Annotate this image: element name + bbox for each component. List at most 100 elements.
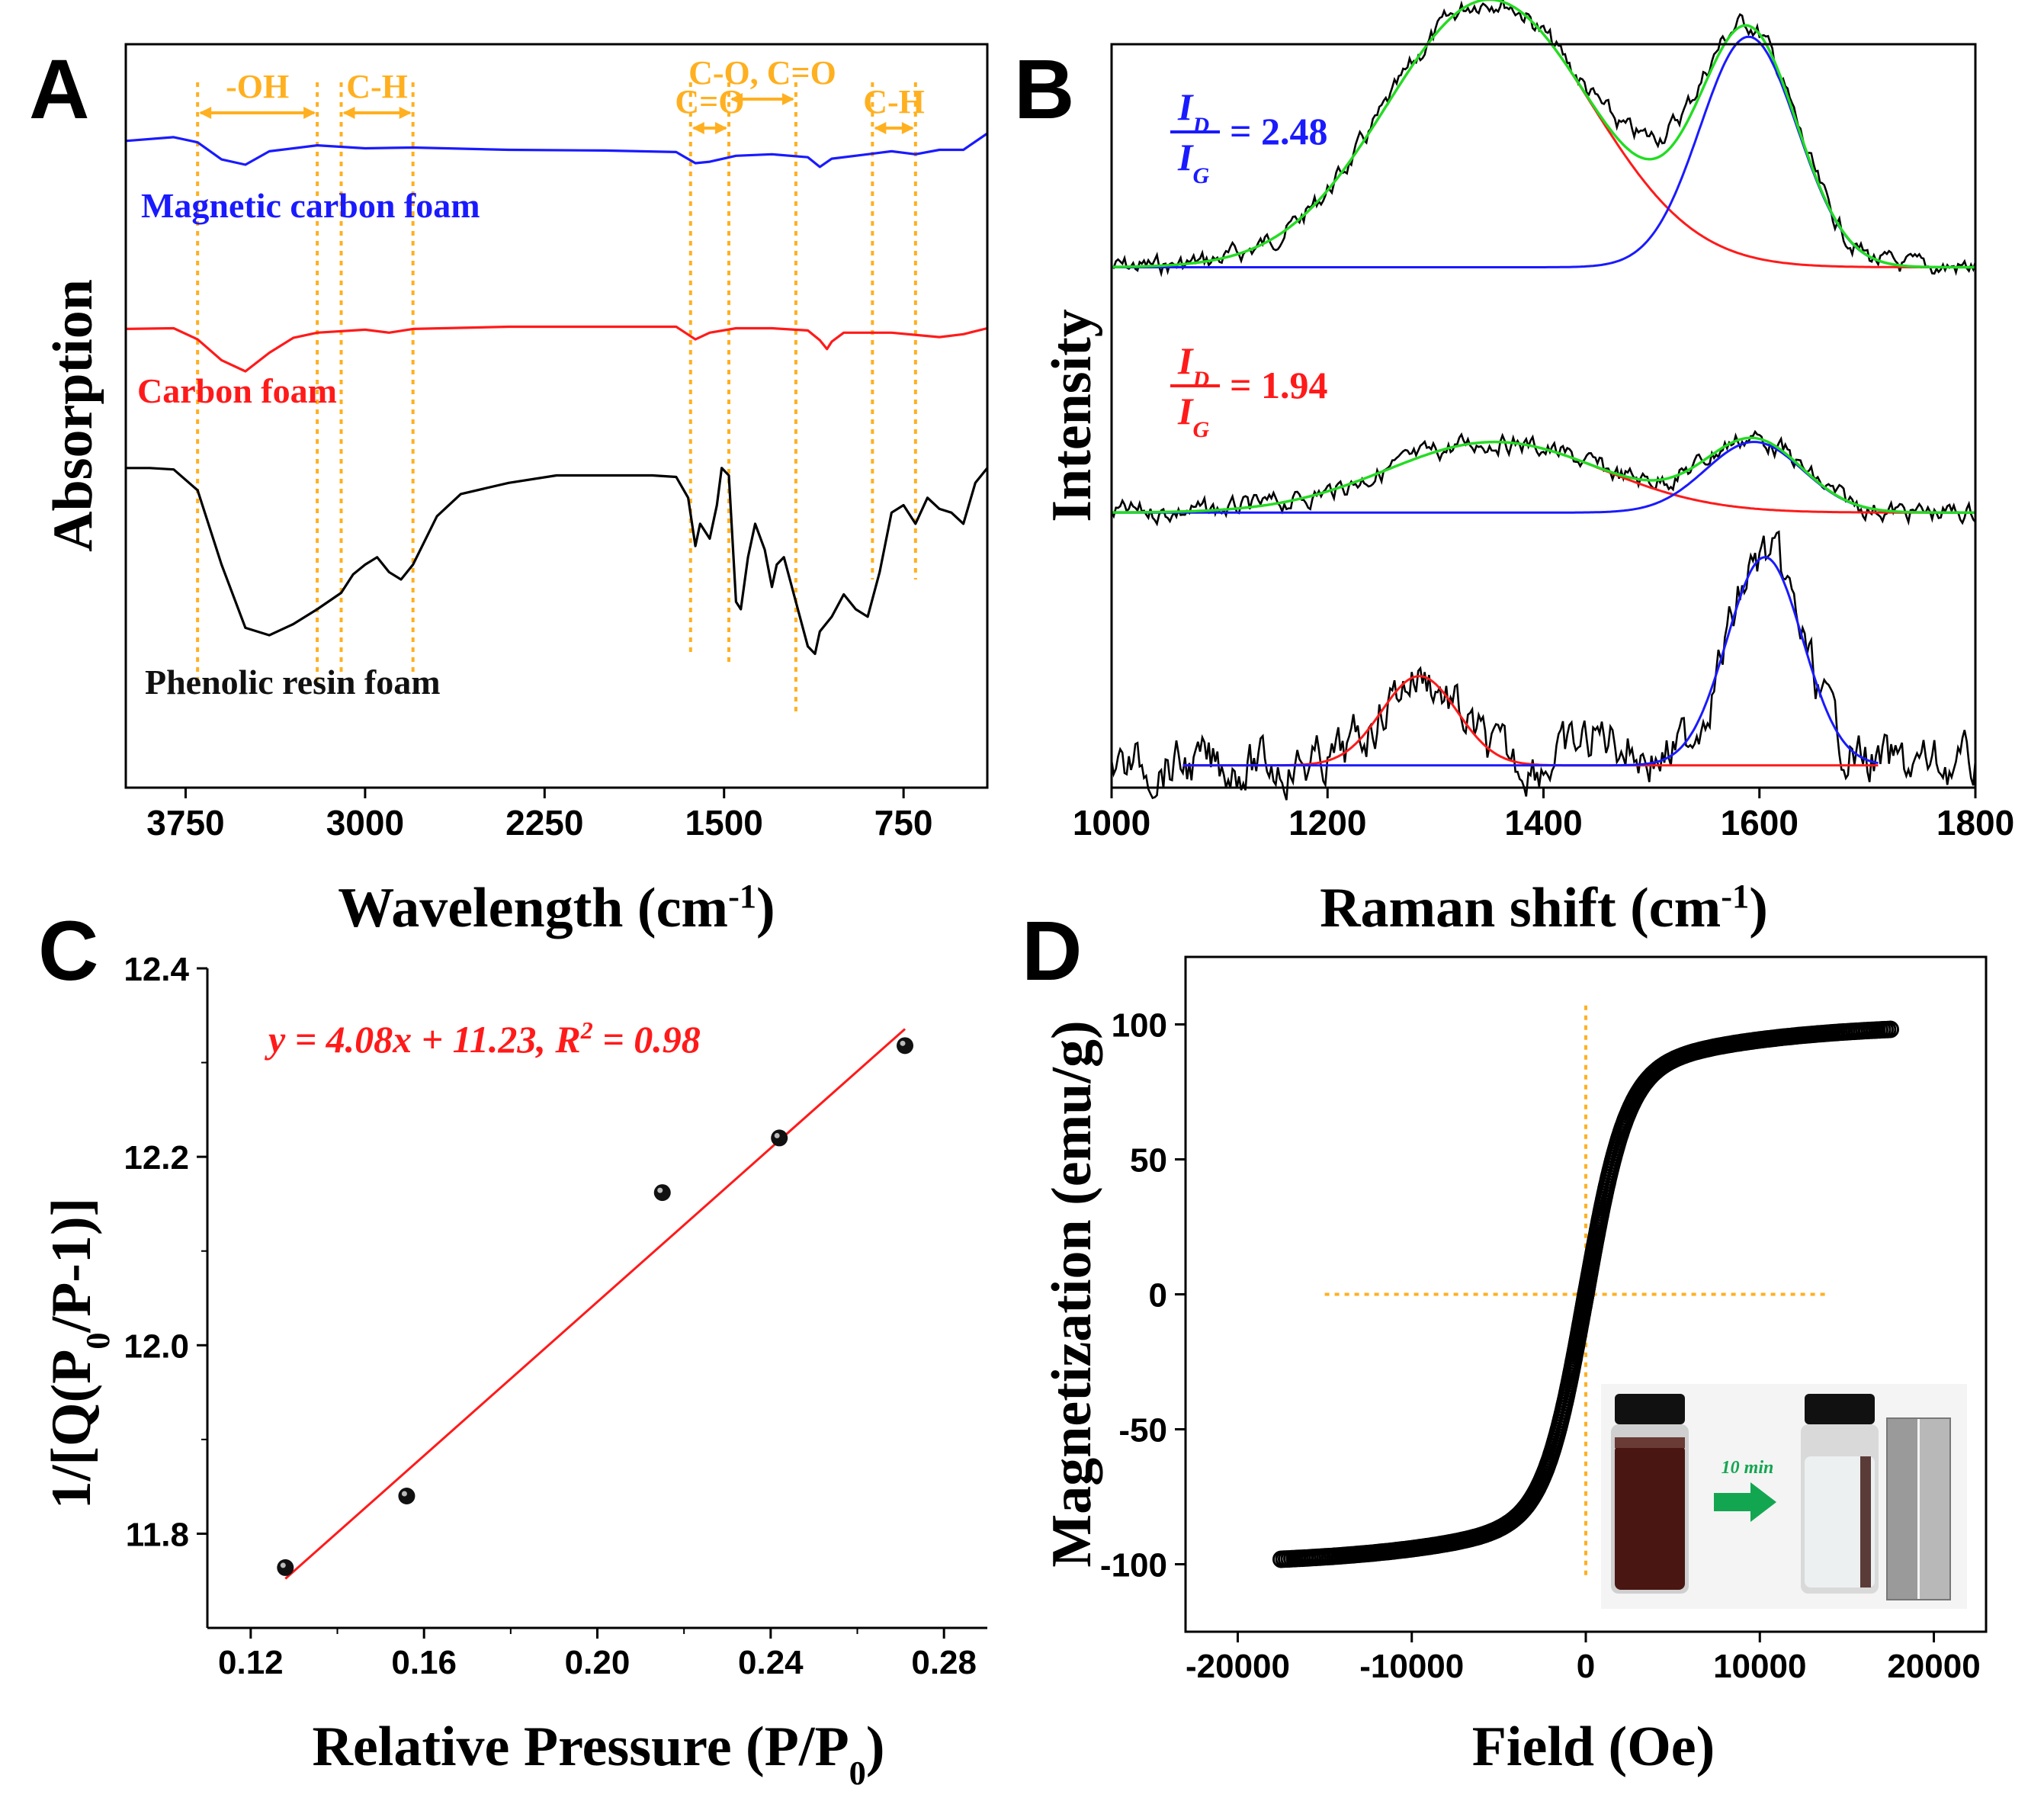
b-g-band-fit-2 xyxy=(1182,556,1879,767)
c-fit-equation: y = 4.08x + 11.23, R2 = 0.98 xyxy=(265,1016,701,1061)
a-series xyxy=(125,132,989,656)
b-x-tick-label: 1000 xyxy=(1073,803,1150,843)
label-part: Relative Pressure (P/ xyxy=(312,1716,815,1778)
a-annotation-label: C-H xyxy=(346,68,408,105)
ratio-sub: G xyxy=(1192,417,1209,442)
d-x-tick-label: -10000 xyxy=(1359,1648,1464,1685)
label-part: 0 xyxy=(849,1754,866,1792)
c-data-point xyxy=(653,1184,671,1202)
ratio-sub: D xyxy=(1192,367,1209,392)
label-part: -1 xyxy=(728,877,756,915)
a-plot-frame xyxy=(124,43,989,789)
label-part: /P-1)] xyxy=(40,1198,103,1334)
a-annotation-arrowhead xyxy=(901,122,914,134)
ratio-i: I xyxy=(1177,85,1194,128)
b-ratio-numerator: ID xyxy=(1177,85,1209,138)
panel-d: D -20000 -10000 0 10000 20000 -100 -50 0 50 100 1… xyxy=(1022,904,1988,1778)
panel-letter-d: D xyxy=(1022,904,1082,998)
a-annotation-arrowhead xyxy=(781,93,794,105)
ratio-i: I xyxy=(1177,339,1194,382)
b-ratio-denominator: IG xyxy=(1177,390,1209,442)
b-raw-spectrum-1 xyxy=(1110,429,1976,527)
d-x-tick-label: 20000 xyxy=(1887,1648,1980,1685)
vial-separated-icon xyxy=(1801,1394,1879,1594)
a-label-carbon-foam: Carbon foam xyxy=(137,371,337,410)
d-data-point xyxy=(1882,1020,1899,1039)
a-x-ticks: 3750 3000 2250 1500 750 xyxy=(146,788,933,843)
a-annotation-arrowhead xyxy=(730,93,743,105)
c-axes: 0.12 0.16 0.20 0.24 0.28 11.8 12.0 12.2 12.4 xyxy=(124,951,987,1681)
a-annotation-label: C-H xyxy=(863,83,925,120)
c-x-tick-label: 0.12 xyxy=(218,1644,284,1681)
ratio-sub: D xyxy=(1192,113,1209,138)
label-part: ) xyxy=(866,1716,885,1778)
b-d-band-fit-2 xyxy=(1182,675,1879,767)
a-annotation-label: C=O xyxy=(675,83,744,120)
d-y-tick-label: 50 xyxy=(1130,1142,1167,1180)
b-raw-spectrum-2 xyxy=(1110,530,1977,801)
a-y-axis-label: Absorption xyxy=(42,279,104,552)
ratio-i: I xyxy=(1177,390,1194,432)
c-y-tick-label: 12.4 xyxy=(124,951,189,988)
d-y-axis-label: Magnetization (emu/g) xyxy=(1041,1020,1103,1567)
c-x-tick-label: 0.16 xyxy=(391,1644,457,1681)
label-part: -1 xyxy=(1721,877,1749,915)
b-ratio-value: = 1.94 xyxy=(1230,364,1328,406)
c-x-tick-label: 0.24 xyxy=(738,1644,804,1681)
label-part: ) xyxy=(1749,877,1768,939)
a-annotation-arrowhead xyxy=(715,122,727,134)
a-x-axis-label: Wavelength (cm-1) xyxy=(338,877,775,939)
c-y-tick-label: 12.0 xyxy=(124,1327,189,1365)
a-annotation-arrowhead xyxy=(399,107,412,119)
label-part: P xyxy=(814,1716,849,1778)
d-inset-photo: 10 min xyxy=(1601,1384,1967,1609)
c-points xyxy=(277,1037,914,1576)
ratio-sub: G xyxy=(1192,163,1209,188)
label-part: Raman shift ( xyxy=(1320,877,1649,939)
a-annotation-label: C-O, C=O xyxy=(688,54,836,91)
c-data-point xyxy=(398,1488,416,1504)
panel-c: C 0.12 0.16 0.20 0.24 0.28 11.8 12.0 12.2 12.4 y… xyxy=(38,904,987,1792)
b-ratio-denominator: IG xyxy=(1177,136,1209,188)
vial-dispersed-icon xyxy=(1611,1394,1689,1594)
a-annotation-arrowhead xyxy=(691,122,704,134)
a-series-line-1 xyxy=(125,325,988,373)
a-series-line-2 xyxy=(126,467,989,656)
c-data-point-highlight xyxy=(657,1187,663,1193)
label-part: cm xyxy=(656,877,729,939)
d-y-tick-label: 100 xyxy=(1112,1007,1167,1045)
label-part: cm xyxy=(1649,877,1722,939)
fit-label-part: y = 4.08x + 11.23, R xyxy=(265,1018,581,1061)
b-ratio-numerator: ID xyxy=(1177,339,1209,392)
c-y-tick-label: 11.8 xyxy=(126,1516,189,1553)
c-x-tick-label: 0.28 xyxy=(911,1644,977,1681)
d-y-tick-label: -50 xyxy=(1118,1412,1167,1449)
panel-letter-b: B xyxy=(1014,43,1074,136)
d-points xyxy=(1272,1020,1899,1568)
b-plot-frame xyxy=(1110,43,1977,789)
b-x-tick-label: 1600 xyxy=(1721,803,1799,843)
b-series xyxy=(1110,0,1977,801)
a-annotations: -OH C-H C=OC-O, C=O C-H xyxy=(199,54,925,134)
a-label-magnetic-carbon-foam: Magnetic carbon foam xyxy=(141,186,480,225)
d-x-axis-label: Field (Oe) xyxy=(1472,1716,1715,1778)
a-annotation-arrowhead xyxy=(199,107,212,119)
b-sum-fit-0 xyxy=(1112,0,1975,269)
b-sum-fit-1 xyxy=(1112,436,1975,514)
d-x-tick-label: 10000 xyxy=(1713,1648,1806,1685)
c-data-point-highlight xyxy=(774,1132,780,1138)
c-fit-line xyxy=(284,1028,906,1580)
c-x-tick-label: 0.20 xyxy=(565,1644,631,1681)
a-x-tick-label: 3000 xyxy=(326,803,404,843)
inset-time-label: 10 min xyxy=(1722,1458,1774,1478)
a-annotation-arrowhead xyxy=(342,107,355,119)
a-annotation-arrowhead xyxy=(874,122,887,134)
c-data-point xyxy=(771,1129,788,1147)
a-guide-lines xyxy=(196,82,917,713)
b-ratio-value: = 2.48 xyxy=(1230,110,1328,152)
panel-letter-a: A xyxy=(29,43,89,136)
fit-label-sup: 2 xyxy=(580,1016,593,1044)
b-x-ticks: 1000 1200 1400 1600 1800 xyxy=(1073,788,2014,843)
